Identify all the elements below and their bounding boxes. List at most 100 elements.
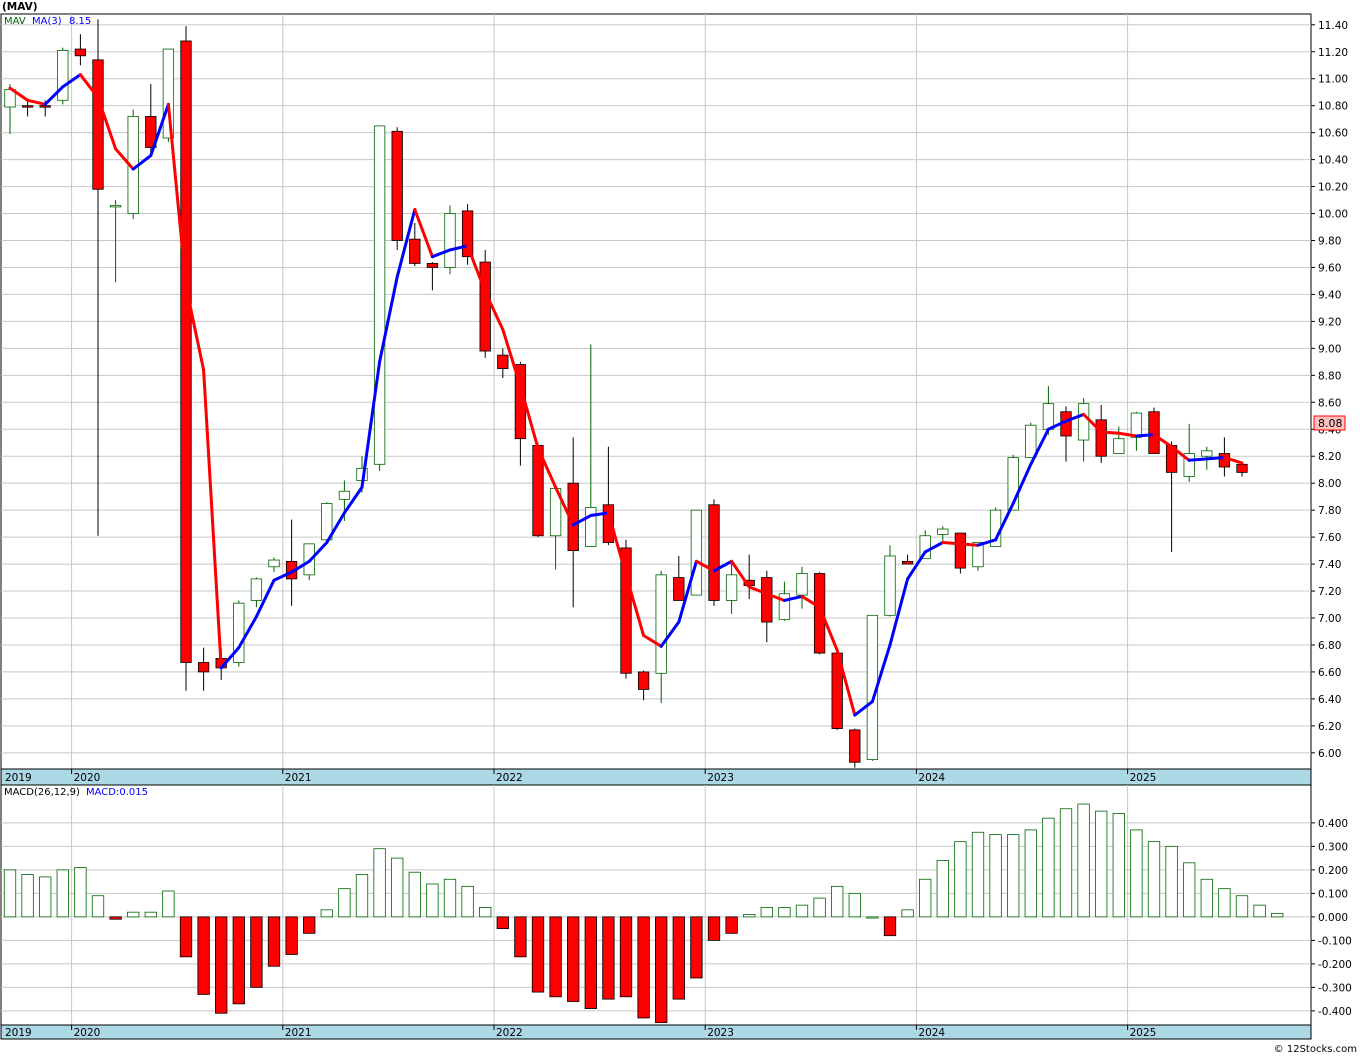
candle [585,344,597,547]
candle-body-up [1025,424,1037,458]
price-y-tick-label: 10.40 [1318,155,1348,167]
candle-body-up [444,213,456,268]
macd-y-tick-label: 0.400 [1318,818,1348,830]
macd-bar-negative [637,916,650,1019]
candle-body-down [180,40,192,663]
macd-bar-positive [1165,845,1178,918]
macd-histogram [3,803,1284,1024]
candle-body-up [690,509,703,596]
ma-segment [712,559,734,573]
price-y-tick-label: 10.20 [1318,182,1348,194]
ma-segment [800,594,822,609]
candle-body-up [373,125,386,465]
ma-segment [1222,456,1244,465]
candle-body-down [708,504,720,601]
ma-segment [96,96,118,151]
candle-body-down [391,130,403,241]
macd-bar-negative [655,916,668,1024]
macd-bar-negative [215,916,228,1014]
macd-bar-positive [373,848,386,918]
ma-segment [818,605,839,652]
macd-y-axis: -0.400 -0.300 -0.200 -0.100 0.000 0.100 0.200 0… [1311,818,1352,1018]
candle-body-down [673,577,685,601]
macd-bar-positive [1077,803,1090,918]
ma-segment [166,102,188,288]
ma-segment [395,207,417,279]
macd-bar-negative [250,916,263,988]
macd-bar-positive [1271,912,1284,918]
ma-segment [1170,445,1191,462]
ma-segment [1205,456,1226,461]
candle [725,561,738,614]
macd-bar-positive [1059,808,1073,918]
legend-ma-label: MA(3) [32,16,62,27]
macd-year-label: 2019 [5,1027,32,1039]
candle [162,48,175,143]
candle-body-up [1113,438,1125,454]
candle-body-down [409,238,421,264]
year-label: 2024 [918,772,945,784]
macd-bar-positive [144,911,157,918]
macd-bar-positive [391,857,404,918]
candle-body-up [1007,457,1019,511]
legend-ma-value: 8.15 [69,16,91,27]
macd-bar-positive [1183,862,1196,918]
macd-bar-positive [919,878,932,918]
candle [74,34,87,66]
candle-body-up [1201,450,1213,457]
macd-bar-negative [619,916,633,998]
candle-body-up [778,593,791,620]
candle [57,47,69,105]
price-y-tick-label: 11.00 [1318,74,1348,86]
candle-body-up [919,535,931,560]
candle-body-up [233,602,245,663]
candle-body-up [796,573,808,596]
macd-date-band [0,1024,1312,1040]
candle-body-down [1218,453,1231,468]
ma-segment [149,102,170,158]
year-label: 2021 [285,772,312,784]
ma-segment [554,485,575,527]
watermark: © 12Stocks.com [1274,1044,1357,1055]
candle [92,19,104,536]
macd-bar-positive [338,888,351,918]
ma-segment [1187,457,1209,462]
macd-bar-positive [813,897,826,918]
ma-segment [254,578,276,619]
macd-bar-positive [74,867,87,918]
candle [21,101,34,117]
macd-bar-positive [795,904,809,918]
macd-y-tick-label: 0.200 [1318,865,1348,877]
ma-segment [325,511,346,544]
price-y-tick-label: 7.60 [1318,532,1341,544]
candle [655,570,667,703]
candle-body-up [884,555,896,616]
candle [884,545,896,617]
candle [761,570,773,643]
macd-bar-negative [690,916,703,979]
legend-ticker: MAV [4,16,26,27]
candle [479,249,491,358]
ma-segment [888,577,910,647]
ma-segment [518,384,540,450]
price-y-tick-label: 6.40 [1318,694,1341,706]
price-y-tick-label: 10.00 [1318,209,1348,221]
ma-segment [307,541,329,563]
ma-segment [342,485,364,515]
candle [1025,422,1037,458]
macd-bar-positive [760,907,773,918]
candle-body-down [1148,411,1160,454]
ma-segment [765,592,786,602]
macd-x-axis: 2019 2020 2021 2022 2023 2024 2025 [5,1025,1156,1039]
macd-value-label: MACD:0.015 [86,787,148,798]
ma-segment [26,98,47,106]
last-price-tag [1313,415,1346,431]
macd-bar-positive [901,909,914,918]
macd-bar-positive [1042,817,1055,918]
candle-body-up [1042,403,1055,430]
macd-bar-positive [1130,829,1143,918]
ma-segment [131,154,153,171]
macd-year-label: 2024 [918,1027,945,1039]
price-y-tick-label: 8.20 [1318,451,1341,463]
candle-body-down [901,560,914,565]
